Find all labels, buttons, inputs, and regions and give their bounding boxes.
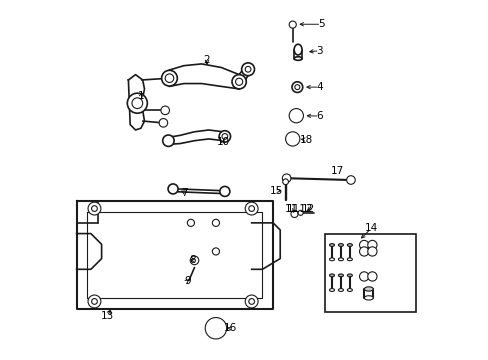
Text: 12: 12 — [302, 204, 315, 214]
Circle shape — [211, 324, 220, 333]
Circle shape — [207, 320, 224, 336]
Circle shape — [367, 240, 376, 249]
Circle shape — [219, 131, 230, 142]
Text: 2: 2 — [203, 55, 210, 65]
Ellipse shape — [346, 258, 352, 261]
Text: 8: 8 — [189, 255, 196, 265]
Ellipse shape — [338, 258, 343, 261]
Ellipse shape — [338, 244, 343, 247]
Ellipse shape — [338, 274, 343, 277]
Circle shape — [241, 63, 254, 76]
Circle shape — [165, 74, 173, 82]
Circle shape — [222, 134, 227, 139]
Circle shape — [367, 272, 376, 281]
Text: 1: 1 — [137, 91, 144, 101]
Ellipse shape — [338, 289, 343, 292]
Circle shape — [294, 85, 299, 90]
Circle shape — [231, 75, 246, 89]
Text: 4: 4 — [316, 82, 322, 92]
Text: 17: 17 — [330, 166, 343, 176]
Circle shape — [244, 295, 258, 308]
Circle shape — [359, 247, 368, 256]
Circle shape — [187, 219, 194, 226]
Bar — [324, 234, 415, 312]
Circle shape — [88, 202, 101, 215]
Circle shape — [212, 248, 219, 255]
Circle shape — [287, 134, 297, 144]
Text: 13: 13 — [100, 311, 113, 321]
Text: 10: 10 — [216, 138, 229, 148]
Ellipse shape — [364, 296, 372, 300]
Circle shape — [359, 240, 368, 249]
Circle shape — [163, 135, 174, 147]
Text: 15: 15 — [269, 186, 283, 196]
Text: 16: 16 — [223, 323, 236, 333]
Text: 9: 9 — [183, 276, 190, 286]
Circle shape — [91, 206, 97, 211]
Circle shape — [285, 132, 299, 146]
Circle shape — [159, 118, 167, 127]
Circle shape — [220, 186, 229, 197]
Circle shape — [190, 256, 198, 265]
Circle shape — [359, 272, 368, 281]
Text: 3: 3 — [316, 46, 322, 56]
Circle shape — [291, 82, 302, 93]
Ellipse shape — [364, 287, 372, 291]
Ellipse shape — [346, 244, 352, 247]
Circle shape — [282, 179, 288, 185]
Circle shape — [244, 66, 250, 72]
Text: 5: 5 — [317, 19, 324, 29]
Circle shape — [346, 176, 354, 184]
Ellipse shape — [346, 289, 352, 292]
Circle shape — [127, 93, 147, 113]
Circle shape — [248, 206, 254, 211]
Text: 1112: 1112 — [286, 204, 312, 214]
Ellipse shape — [329, 274, 334, 277]
Circle shape — [291, 111, 300, 120]
Circle shape — [235, 78, 242, 85]
Circle shape — [161, 106, 169, 114]
Circle shape — [162, 70, 177, 86]
Circle shape — [288, 109, 303, 123]
Circle shape — [168, 184, 178, 194]
Circle shape — [212, 219, 219, 226]
Text: 14: 14 — [364, 223, 377, 233]
Circle shape — [205, 318, 226, 339]
Ellipse shape — [329, 289, 334, 292]
Ellipse shape — [329, 244, 334, 247]
Circle shape — [298, 210, 303, 215]
Ellipse shape — [294, 57, 302, 60]
Circle shape — [288, 21, 296, 28]
Text: 11: 11 — [284, 204, 297, 214]
Circle shape — [282, 174, 290, 183]
Ellipse shape — [294, 44, 302, 55]
Circle shape — [132, 98, 142, 109]
Circle shape — [91, 298, 97, 304]
Ellipse shape — [329, 258, 334, 261]
Text: 6: 6 — [316, 111, 322, 121]
Text: 7: 7 — [181, 188, 188, 198]
Ellipse shape — [346, 274, 352, 277]
Circle shape — [88, 295, 101, 308]
Circle shape — [244, 202, 258, 215]
Text: 18: 18 — [299, 135, 312, 145]
Circle shape — [290, 210, 298, 217]
Circle shape — [367, 247, 376, 256]
Circle shape — [248, 298, 254, 304]
